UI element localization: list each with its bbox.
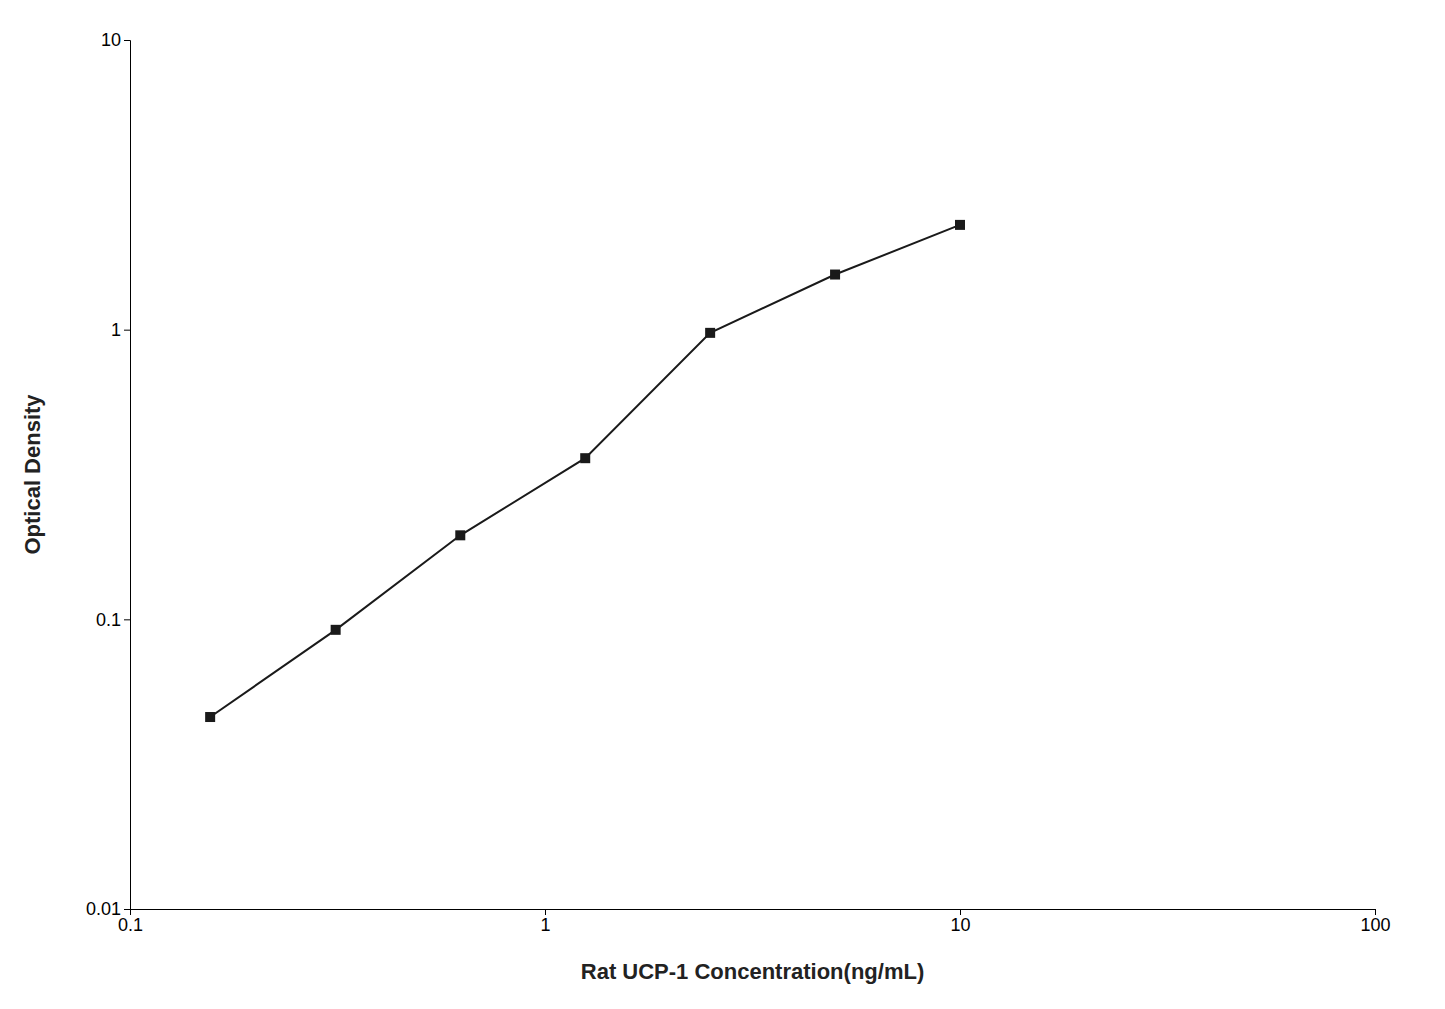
marker (205, 712, 215, 722)
line (210, 225, 960, 717)
marker (705, 328, 715, 338)
tick-label: 1 (540, 915, 550, 935)
tick-mark (124, 40, 130, 41)
axis-line (124, 41, 131, 910)
tick: 10 (950, 909, 970, 935)
tick-label: 0.1 (118, 915, 143, 935)
tick-mark (124, 909, 130, 910)
tick-label: 1 (111, 320, 121, 340)
tick-label: 100 (1360, 915, 1390, 935)
marker (580, 453, 590, 463)
tick-mark (124, 330, 130, 331)
x-axis: 0.1 1 10 100 (118, 909, 1391, 935)
marker (455, 530, 465, 540)
tick-label: 0.01 (86, 899, 121, 919)
x-axis-title: Rat UCP-1 Concentration(ng/mL) (581, 959, 924, 984)
axis-line (131, 910, 1376, 916)
chart-svg: 0.11101000.010.1110Rat UCP-1 Concentrati… (0, 0, 1445, 1009)
marker (830, 270, 840, 280)
plot-area: 0.11101000.010.1110 (86, 30, 1391, 935)
tick: 10 (101, 30, 130, 50)
tick: 0.1 (118, 909, 143, 935)
marker (955, 220, 965, 230)
tick: 100 (1360, 909, 1390, 935)
tick-mark (124, 619, 130, 620)
chart-container: 0.11101000.010.1110Rat UCP-1 Concentrati… (0, 0, 1445, 1009)
y-axis-title: Optical Density (20, 394, 45, 555)
tick: 0.01 (86, 899, 130, 919)
tick: 0.1 (96, 610, 130, 630)
tick: 1 (540, 909, 550, 935)
marker (331, 625, 341, 635)
tick: 1 (111, 320, 130, 340)
y-axis: 0.01 0.1 1 10 (86, 30, 131, 919)
tick-label: 10 (101, 30, 121, 50)
series (205, 220, 965, 722)
tick-label: 0.1 (96, 610, 121, 630)
tick-label: 10 (950, 915, 970, 935)
